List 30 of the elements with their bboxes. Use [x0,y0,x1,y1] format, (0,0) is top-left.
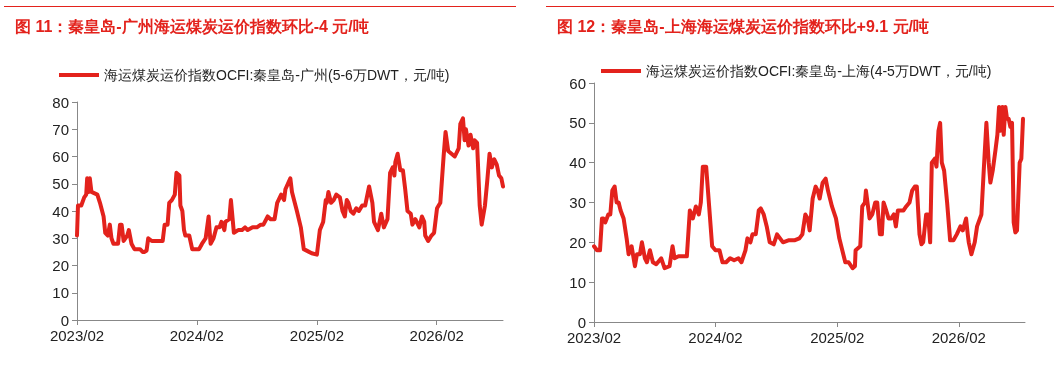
y-tick-label: 30 [52,229,69,247]
y-tick-label: 60 [569,74,586,92]
legend-label: 海运煤炭运价指数OCFI:秦皇岛-上海(4-5万DWT，元/吨) [646,63,992,79]
y-tick-label: 0 [577,313,586,331]
x-tick-label: 2023/02 [566,329,622,346]
chart-title: 图 11：秦皇岛-广州海运煤炭运价指数环比-4 元/吨 [15,17,369,35]
y-tick-label: 80 [52,93,69,111]
legend-label: 海运煤炭运价指数OCFI:秦皇岛-广州(5-6万DWT，元/吨) [104,67,450,83]
y-tick-label: 30 [569,194,586,211]
y-tick-label: 10 [52,284,69,302]
x-tick-label: 2026/02 [409,327,464,344]
x-tick-label: 2024/02 [688,329,743,346]
x-tick-label: 2025/02 [289,327,345,344]
line-series [592,104,1025,271]
y-tick-label: 40 [52,202,69,220]
x-tick-label: 2023/02 [49,327,105,344]
line-series [75,116,505,257]
y-tick-label: 20 [52,257,69,274]
y-tick-label: 50 [569,114,586,132]
y-tick-label: 60 [52,148,69,165]
y-tick-label: 40 [569,154,586,172]
y-tick-label: 70 [52,120,69,138]
chart-title: 图 12：秦皇岛-上海海运煤炭运价指数环比+9.1 元/吨 [557,17,930,35]
y-tick-label: 50 [52,175,69,193]
x-tick-label: 2026/02 [931,329,986,346]
y-tick-label: 0 [60,311,69,329]
y-tick-label: 10 [569,273,586,291]
x-tick-label: 2024/02 [169,327,224,344]
y-tick-label: 20 [569,233,586,251]
x-tick-label: 2025/02 [810,329,865,346]
